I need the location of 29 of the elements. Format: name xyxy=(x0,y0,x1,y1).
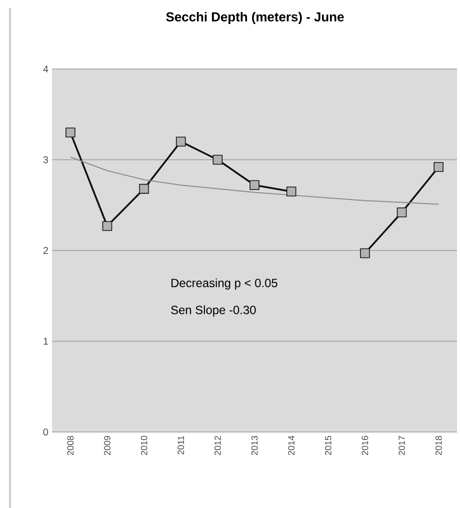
x-tick-label: 2009 xyxy=(104,436,110,456)
point xyxy=(396,207,407,218)
point xyxy=(250,180,260,190)
x-tick-label: 2010 xyxy=(140,436,148,456)
x-tick-label: 2008 xyxy=(67,436,74,456)
point xyxy=(176,136,186,146)
point xyxy=(212,154,223,165)
y-tick-label: 1 xyxy=(44,338,48,345)
point xyxy=(102,221,112,231)
point xyxy=(360,248,370,258)
point xyxy=(286,186,296,196)
y-tick-label: 0 xyxy=(43,428,48,436)
x-tick-label: 2015 xyxy=(324,436,332,456)
x-tick-label: 2011 xyxy=(178,436,184,454)
point xyxy=(434,162,444,172)
x-tick-label: 2012 xyxy=(214,436,221,456)
x-tick-label: 2014 xyxy=(288,436,294,456)
x-tick-label: 2013 xyxy=(251,436,258,456)
annotation: Decreasing p < 0.05 xyxy=(172,278,278,290)
point xyxy=(139,184,149,194)
chart-title: Secchi Depth (meters) - June xyxy=(166,12,344,24)
annotation: Sen Slope -0.30 xyxy=(171,305,256,317)
y-tick-label: 3 xyxy=(43,156,48,164)
point xyxy=(66,128,76,138)
y-tick-label: 2 xyxy=(43,247,48,254)
y-tick-label: 4 xyxy=(43,66,48,72)
x-tick-label: 2016 xyxy=(362,436,368,456)
x-tick-label: 2017 xyxy=(398,436,405,456)
x-tick-label: 2018 xyxy=(435,436,442,456)
